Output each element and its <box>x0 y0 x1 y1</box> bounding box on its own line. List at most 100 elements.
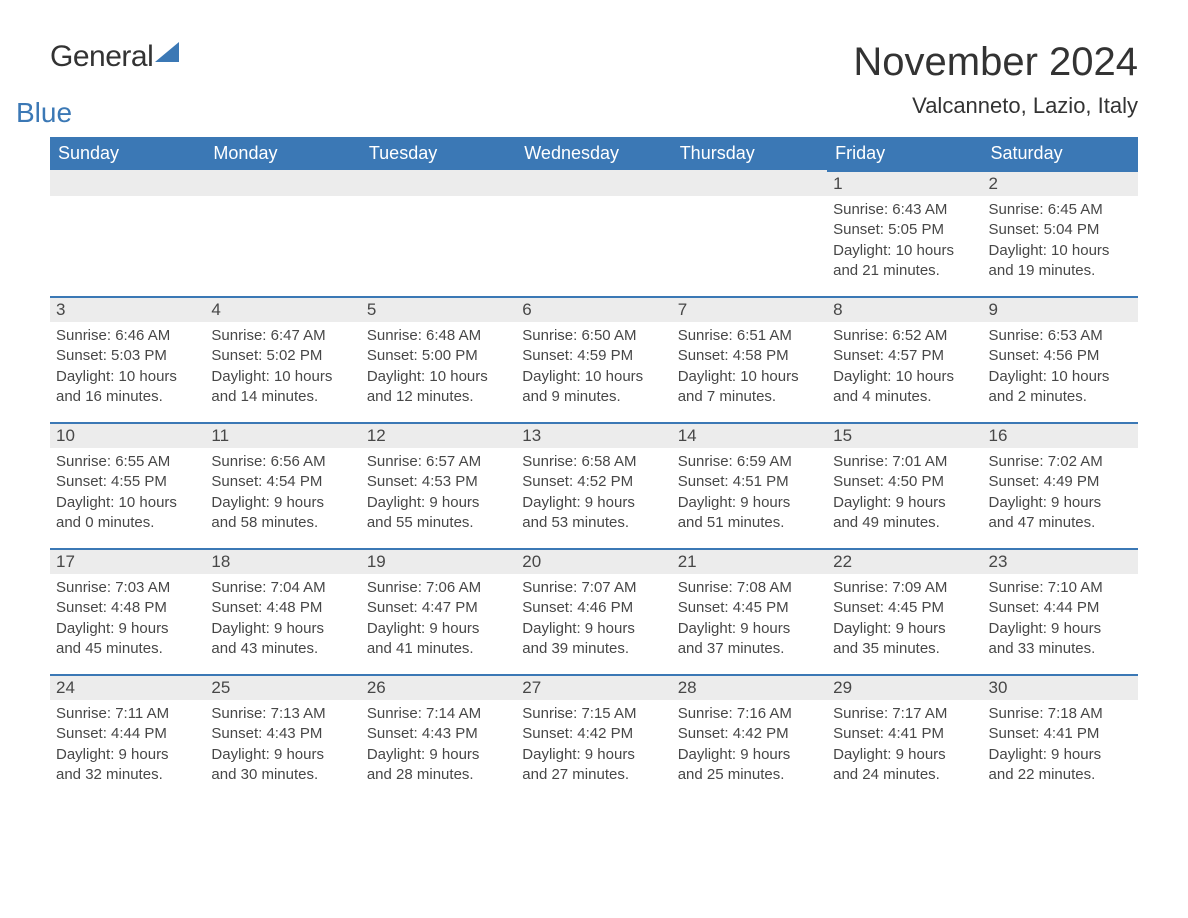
day-number: 2 <box>983 170 1138 196</box>
day-cell: 3Sunrise: 6:46 AMSunset: 5:03 PMDaylight… <box>50 296 205 422</box>
day-dl2: and 19 minutes. <box>989 261 1132 281</box>
day-cell: 23Sunrise: 7:10 AMSunset: 4:44 PMDayligh… <box>983 548 1138 674</box>
day-dl2: and 32 minutes. <box>56 765 199 785</box>
day-dl2: and 47 minutes. <box>989 513 1132 533</box>
day-dl1: Daylight: 9 hours <box>367 619 510 639</box>
day-sunset: Sunset: 4:51 PM <box>678 472 821 492</box>
empty-day-header <box>516 170 671 196</box>
day-sunrise: Sunrise: 6:45 AM <box>989 200 1132 220</box>
col-saturday: Saturday <box>983 137 1138 170</box>
day-sunrise: Sunrise: 7:01 AM <box>833 452 976 472</box>
day-body: Sunrise: 6:58 AMSunset: 4:52 PMDaylight:… <box>516 448 671 537</box>
day-dl2: and 7 minutes. <box>678 387 821 407</box>
empty-cell <box>361 170 516 296</box>
empty-cell <box>516 170 671 296</box>
day-cell: 19Sunrise: 7:06 AMSunset: 4:47 PMDayligh… <box>361 548 516 674</box>
day-dl2: and 12 minutes. <box>367 387 510 407</box>
day-body: Sunrise: 7:10 AMSunset: 4:44 PMDaylight:… <box>983 574 1138 663</box>
day-sunset: Sunset: 4:45 PM <box>833 598 976 618</box>
day-sunset: Sunset: 5:02 PM <box>211 346 354 366</box>
day-cell: 29Sunrise: 7:17 AMSunset: 4:41 PMDayligh… <box>827 674 982 800</box>
day-sunset: Sunset: 4:48 PM <box>56 598 199 618</box>
day-cell: 8Sunrise: 6:52 AMSunset: 4:57 PMDaylight… <box>827 296 982 422</box>
day-sunset: Sunset: 4:59 PM <box>522 346 665 366</box>
day-dl2: and 55 minutes. <box>367 513 510 533</box>
weekday-header-row: Sunday Monday Tuesday Wednesday Thursday… <box>50 137 1138 170</box>
day-cell: 1Sunrise: 6:43 AMSunset: 5:05 PMDaylight… <box>827 170 982 296</box>
day-body: Sunrise: 6:52 AMSunset: 4:57 PMDaylight:… <box>827 322 982 411</box>
day-number: 12 <box>361 422 516 448</box>
day-dl2: and 28 minutes. <box>367 765 510 785</box>
day-dl1: Daylight: 9 hours <box>678 493 821 513</box>
day-body: Sunrise: 7:11 AMSunset: 4:44 PMDaylight:… <box>50 700 205 789</box>
col-monday: Monday <box>205 137 360 170</box>
day-sunrise: Sunrise: 7:14 AM <box>367 704 510 724</box>
day-body: Sunrise: 7:17 AMSunset: 4:41 PMDaylight:… <box>827 700 982 789</box>
day-sunset: Sunset: 4:41 PM <box>989 724 1132 744</box>
day-sunset: Sunset: 4:45 PM <box>678 598 821 618</box>
day-dl2: and 25 minutes. <box>678 765 821 785</box>
day-sunset: Sunset: 4:44 PM <box>56 724 199 744</box>
day-cell: 9Sunrise: 6:53 AMSunset: 4:56 PMDaylight… <box>983 296 1138 422</box>
day-dl1: Daylight: 10 hours <box>211 367 354 387</box>
day-body: Sunrise: 7:09 AMSunset: 4:45 PMDaylight:… <box>827 574 982 663</box>
day-number: 23 <box>983 548 1138 574</box>
day-dl2: and 33 minutes. <box>989 639 1132 659</box>
day-sunrise: Sunrise: 6:50 AM <box>522 326 665 346</box>
day-sunset: Sunset: 4:58 PM <box>678 346 821 366</box>
day-sunset: Sunset: 5:04 PM <box>989 220 1132 240</box>
day-cell: 27Sunrise: 7:15 AMSunset: 4:42 PMDayligh… <box>516 674 671 800</box>
day-dl2: and 9 minutes. <box>522 387 665 407</box>
day-number: 29 <box>827 674 982 700</box>
empty-cell <box>672 170 827 296</box>
brand-logo: General Blue <box>50 40 181 108</box>
day-dl2: and 4 minutes. <box>833 387 976 407</box>
day-number: 3 <box>50 296 205 322</box>
day-dl1: Daylight: 10 hours <box>56 493 199 513</box>
day-sunrise: Sunrise: 7:03 AM <box>56 578 199 598</box>
day-body: Sunrise: 7:04 AMSunset: 4:48 PMDaylight:… <box>205 574 360 663</box>
day-sunrise: Sunrise: 7:16 AM <box>678 704 821 724</box>
day-dl2: and 53 minutes. <box>522 513 665 533</box>
day-dl1: Daylight: 9 hours <box>522 619 665 639</box>
day-dl1: Daylight: 9 hours <box>56 745 199 765</box>
day-body: Sunrise: 7:16 AMSunset: 4:42 PMDaylight:… <box>672 700 827 789</box>
col-sunday: Sunday <box>50 137 205 170</box>
empty-day-header <box>672 170 827 196</box>
day-dl2: and 39 minutes. <box>522 639 665 659</box>
empty-day-header <box>50 170 205 196</box>
day-sunrise: Sunrise: 6:57 AM <box>367 452 510 472</box>
day-number: 7 <box>672 296 827 322</box>
col-tuesday: Tuesday <box>361 137 516 170</box>
day-dl1: Daylight: 9 hours <box>367 745 510 765</box>
day-dl1: Daylight: 9 hours <box>989 493 1132 513</box>
calendar-row: 3Sunrise: 6:46 AMSunset: 5:03 PMDaylight… <box>50 296 1138 422</box>
day-number: 10 <box>50 422 205 448</box>
day-sunrise: Sunrise: 7:18 AM <box>989 704 1132 724</box>
day-dl2: and 22 minutes. <box>989 765 1132 785</box>
day-number: 8 <box>827 296 982 322</box>
day-cell: 22Sunrise: 7:09 AMSunset: 4:45 PMDayligh… <box>827 548 982 674</box>
day-sunrise: Sunrise: 6:53 AM <box>989 326 1132 346</box>
day-cell: 4Sunrise: 6:47 AMSunset: 5:02 PMDaylight… <box>205 296 360 422</box>
day-sunset: Sunset: 4:52 PM <box>522 472 665 492</box>
day-sunrise: Sunrise: 7:06 AM <box>367 578 510 598</box>
empty-cell <box>50 170 205 296</box>
day-body: Sunrise: 6:57 AMSunset: 4:53 PMDaylight:… <box>361 448 516 537</box>
day-body: Sunrise: 7:13 AMSunset: 4:43 PMDaylight:… <box>205 700 360 789</box>
col-thursday: Thursday <box>672 137 827 170</box>
day-body: Sunrise: 7:18 AMSunset: 4:41 PMDaylight:… <box>983 700 1138 789</box>
day-number: 16 <box>983 422 1138 448</box>
day-number: 28 <box>672 674 827 700</box>
day-cell: 25Sunrise: 7:13 AMSunset: 4:43 PMDayligh… <box>205 674 360 800</box>
calendar-row: 24Sunrise: 7:11 AMSunset: 4:44 PMDayligh… <box>50 674 1138 800</box>
day-sunset: Sunset: 4:42 PM <box>678 724 821 744</box>
day-sunset: Sunset: 4:53 PM <box>367 472 510 492</box>
day-dl2: and 2 minutes. <box>989 387 1132 407</box>
day-dl1: Daylight: 9 hours <box>833 745 976 765</box>
day-dl1: Daylight: 9 hours <box>211 493 354 513</box>
day-dl2: and 37 minutes. <box>678 639 821 659</box>
day-sunrise: Sunrise: 7:17 AM <box>833 704 976 724</box>
day-dl2: and 35 minutes. <box>833 639 976 659</box>
day-number: 19 <box>361 548 516 574</box>
